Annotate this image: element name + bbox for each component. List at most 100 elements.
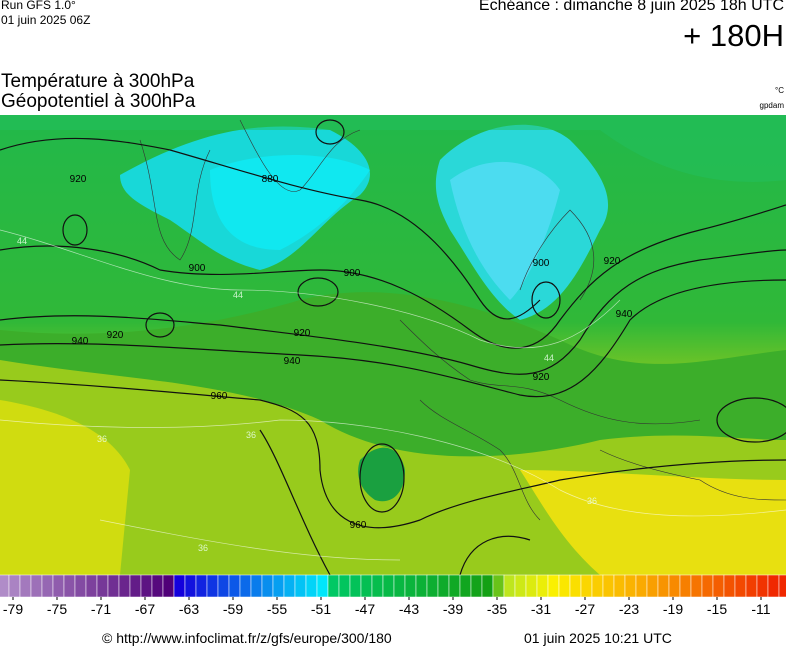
colorbar-swatch	[360, 574, 373, 598]
colorbar-swatch	[569, 574, 582, 598]
colorbar-swatch	[393, 574, 406, 598]
temperature-label: 36	[198, 543, 208, 553]
colorbar-swatch	[712, 574, 725, 598]
colorbar-swatch	[8, 574, 21, 598]
colorbar-tick-label: -75	[47, 601, 67, 617]
colorbar-swatch	[426, 574, 439, 598]
colorbar-swatch	[668, 574, 681, 598]
colorbar-tick-label: -47	[355, 601, 375, 617]
colorbar-swatch	[294, 574, 307, 598]
contour-label: 940	[616, 309, 633, 320]
colorbar-swatch	[415, 574, 428, 598]
contour-label: 920	[294, 328, 311, 339]
colorbar-swatch	[536, 574, 549, 598]
coastlines	[139, 119, 786, 521]
colorbar-tick-label: -31	[531, 601, 551, 617]
colorbar-swatch	[129, 574, 142, 598]
contour-label: 960	[350, 520, 367, 531]
colorbar-swatch	[338, 574, 351, 598]
temperature-contours	[0, 229, 786, 561]
colorbar-swatch	[624, 574, 637, 598]
colorbar-swatch	[492, 574, 505, 598]
title-temperature: Température à 300hPa	[1, 71, 195, 92]
colorbar-swatch	[96, 574, 109, 598]
contour-label: 960	[211, 391, 228, 402]
colorbar-swatch	[723, 574, 736, 598]
colorbar-swatch	[272, 574, 285, 598]
colorbar-swatch	[371, 574, 384, 598]
colorbar-swatch	[239, 574, 252, 598]
colorbar-swatch	[646, 574, 659, 598]
contour-label: 920	[604, 256, 621, 267]
echeance: Echéance : dimanche 8 juin 2025 18h UTC	[478, 0, 784, 14]
colorbar-swatch	[448, 574, 461, 598]
temperature-label: 44	[233, 290, 243, 300]
colorbar-swatch	[261, 574, 274, 598]
colorbar-swatch	[745, 574, 758, 598]
colorbar-swatch	[470, 574, 483, 598]
colorbar-swatch	[327, 574, 340, 598]
colorbar-swatch	[19, 574, 32, 598]
colorbar-swatch	[173, 574, 186, 598]
colorbar-swatch	[591, 574, 604, 598]
colorbar-swatch	[580, 574, 593, 598]
colorbar-tick-label: -35	[487, 601, 507, 617]
unit-temperature: °C	[775, 86, 784, 95]
colorbar-swatch	[459, 574, 472, 598]
colorbar-swatch	[0, 574, 10, 598]
colorbar-tick-label: -51	[311, 601, 331, 617]
contour-label: 900	[533, 258, 550, 269]
contour-label: 900	[344, 268, 361, 279]
colorbar-swatch	[195, 574, 208, 598]
temperature-label: 36	[587, 496, 597, 506]
colorbar-swatch	[514, 574, 527, 598]
colorbar-swatch	[657, 574, 670, 598]
colorbar-swatch	[250, 574, 263, 598]
colorbar-swatch	[635, 574, 648, 598]
colorbar-swatch	[382, 574, 395, 598]
map-labels: 920 880 900 900 900 920 920 940 940 960 960 920 940 9…	[17, 174, 633, 553]
temperature-label: 36	[246, 430, 256, 440]
colorbar-swatch	[63, 574, 76, 598]
colorbar-swatch	[701, 574, 714, 598]
colorbar-swatch	[690, 574, 703, 598]
colorbar-swatch	[85, 574, 98, 598]
colorbar-swatch	[437, 574, 450, 598]
colorbar-tick-label: -43	[399, 601, 419, 617]
temperature-label: 44	[17, 236, 27, 246]
contour-label: 940	[72, 336, 89, 347]
colorbar-tick-label: -79	[3, 601, 23, 617]
colorbar-swatch	[305, 574, 318, 598]
colorbar-tick-label: -67	[135, 601, 155, 617]
temperature-label: 36	[97, 434, 107, 444]
colorbar-swatch	[151, 574, 164, 598]
colorbar-swatch	[503, 574, 516, 598]
colorbar-swatch	[206, 574, 219, 598]
colorbar-tick-label: -27	[575, 601, 595, 617]
colorbar-swatch	[613, 574, 626, 598]
geopotential-contours	[0, 119, 786, 576]
contour-label: 920	[70, 174, 87, 185]
contour-label: 920	[533, 372, 550, 383]
colorbar-swatch	[228, 574, 241, 598]
colorbar-swatch	[404, 574, 417, 598]
lead-time: + 180H	[683, 18, 784, 53]
colorbar-tick-label: -39	[443, 601, 463, 617]
colorbar-swatch	[162, 574, 175, 598]
colorbar-tick-label: -15	[707, 601, 727, 617]
contour-label: 900	[189, 263, 206, 274]
contour-label: 940	[284, 356, 301, 367]
colorbar-swatch	[756, 574, 769, 598]
colorbar-swatch	[217, 574, 230, 598]
colorbar-swatch	[52, 574, 65, 598]
colorbar-swatch	[734, 574, 747, 598]
colorbar-tick-label: -55	[267, 601, 287, 617]
colorbar-swatch	[679, 574, 692, 598]
colorbar-swatch	[778, 574, 786, 598]
title-geopotential: Géopotentiel à 300hPa	[1, 91, 196, 112]
colorbar-swatch	[118, 574, 131, 598]
temperature-label: 44	[544, 353, 554, 363]
colorbar-tick-label: -23	[619, 601, 639, 617]
run-label: Run GFS 1.0°	[1, 0, 76, 12]
